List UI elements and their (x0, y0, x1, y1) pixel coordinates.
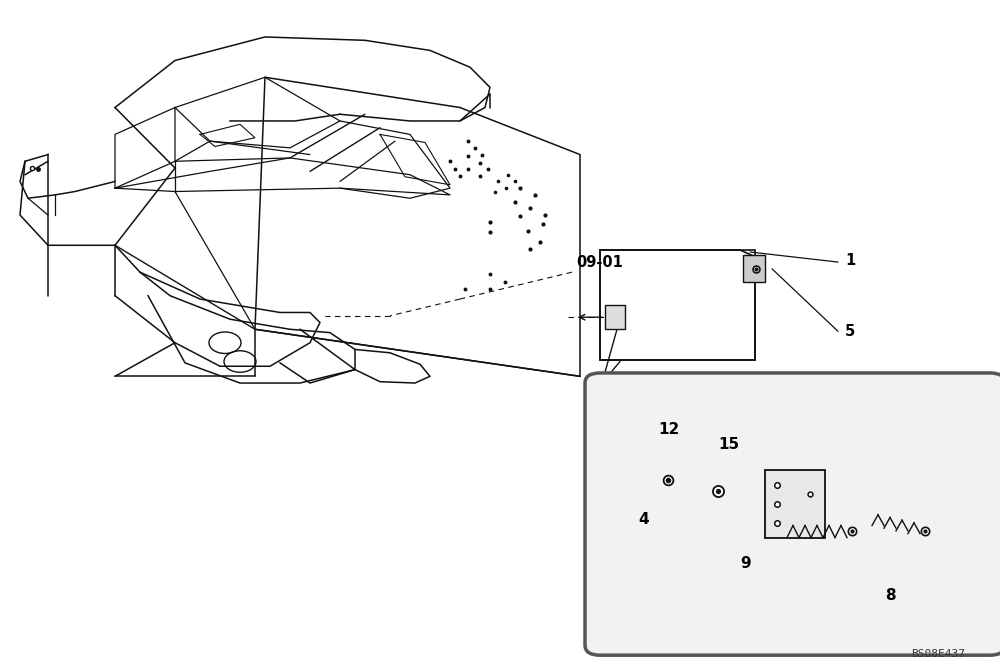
Bar (743, 255, 765, 282)
Text: 8: 8 (885, 588, 896, 603)
Text: 4: 4 (638, 512, 649, 527)
Text: BS08E437: BS08E437 (911, 648, 965, 659)
Text: 12: 12 (658, 422, 679, 437)
Bar (765, 470, 825, 538)
Text: 9: 9 (740, 556, 751, 571)
Text: 09-01: 09-01 (576, 255, 623, 270)
Text: 1: 1 (845, 253, 855, 268)
Text: 15: 15 (718, 437, 739, 452)
FancyBboxPatch shape (585, 373, 1000, 655)
Bar (605, 305, 625, 329)
Text: 5: 5 (845, 324, 855, 339)
